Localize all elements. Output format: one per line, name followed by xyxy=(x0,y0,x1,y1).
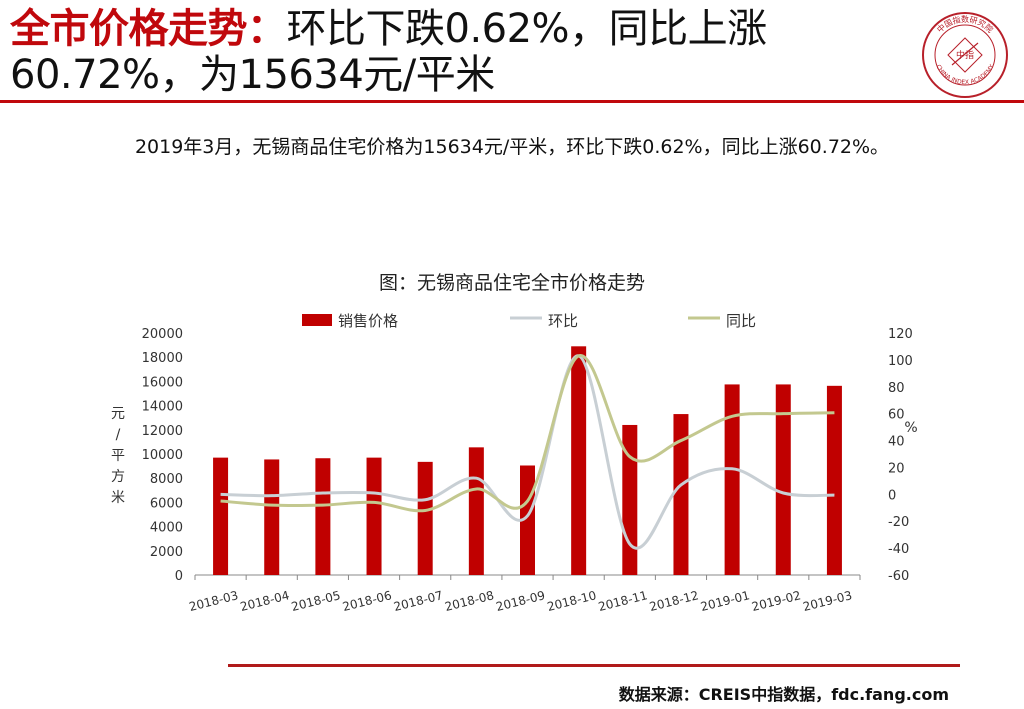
y-right-tick-label: 40 xyxy=(888,435,905,450)
title-divider xyxy=(0,100,1024,103)
y-left-axis-label-char: 米 xyxy=(111,490,125,506)
bar-2019-02 xyxy=(775,384,791,575)
x-tick-label: 2018-12 xyxy=(648,588,700,614)
y-left-tick-label: 10000 xyxy=(142,448,183,463)
y-left-tick-label: 16000 xyxy=(142,375,183,390)
x-tick-label: 2018-11 xyxy=(597,588,649,614)
y-left-tick-label: 18000 xyxy=(142,351,183,366)
y-left-tick-label: 14000 xyxy=(142,400,183,415)
x-tick-label: 2019-01 xyxy=(699,588,751,614)
y-left-tick-label: 8000 xyxy=(150,472,183,487)
y-right-tick-label: -40 xyxy=(888,542,909,557)
legend-label-price: 销售价格 xyxy=(338,312,399,330)
legend-swatch-mom xyxy=(510,316,542,320)
x-tick-label: 2018-06 xyxy=(341,588,393,614)
x-tick-label: 2018-07 xyxy=(392,588,444,614)
bar-2018-06 xyxy=(366,457,382,575)
bar-2019-03 xyxy=(826,385,842,575)
china-index-academy-seal-icon: 中国指数研究院 CHINA INDEX ACADEMY 中指 xyxy=(922,12,1008,98)
line-mom xyxy=(220,354,835,550)
bar-2018-07 xyxy=(417,461,433,575)
x-tick-label: 2018-05 xyxy=(290,588,342,614)
bar-2018-05 xyxy=(315,458,331,575)
y-right-tick-label: 120 xyxy=(888,327,913,342)
y-right-tick-label: -20 xyxy=(888,515,909,530)
data-source: 数据来源：CREIS中指数据，fdc.fang.com xyxy=(618,685,949,704)
y-right-tick-label: -60 xyxy=(888,569,909,584)
x-tick-label: 2019-02 xyxy=(750,588,802,614)
y-left-tick-label: 0 xyxy=(175,569,183,584)
logo-center-text: 中指 xyxy=(956,49,974,61)
y-right-tick-label: 20 xyxy=(888,461,905,476)
x-tick-label: 2018-10 xyxy=(546,588,598,614)
y-right-tick-label: 100 xyxy=(888,354,913,369)
footer-divider xyxy=(228,664,960,667)
title-rest: 环比下跌0.62%，同比上涨60.72%，为15634元/平米 xyxy=(10,6,767,98)
chart-title: 图：无锡商品住宅全市价格走势 xyxy=(378,272,645,294)
x-tick-label: 2018-09 xyxy=(495,588,547,614)
y-right-tick-label: 60 xyxy=(888,408,905,423)
y-left-tick-label: 2000 xyxy=(150,545,183,560)
x-tick-label: 2018-03 xyxy=(188,588,240,614)
x-tick-label: 2018-04 xyxy=(239,588,291,614)
y-left-axis-label-char: 元 xyxy=(111,406,125,422)
legend-swatch-yoy xyxy=(688,316,720,320)
summary-text: 2019年3月，无锡商品住宅价格为15634元/平米，环比下跌0.62%，同比上… xyxy=(134,136,890,158)
title-highlight: 全市价格走势： xyxy=(10,6,287,52)
y-right-axis-label: % xyxy=(904,420,917,436)
y-left-axis-label-char: / xyxy=(116,427,121,443)
bar-2018-04 xyxy=(264,459,280,575)
legend-label-yoy: 同比 xyxy=(726,312,757,330)
y-left-tick-label: 20000 xyxy=(142,327,183,342)
bar-2018-10 xyxy=(571,346,587,575)
legend-swatch-price xyxy=(302,314,332,326)
bar-2018-08 xyxy=(468,447,484,575)
legend-label-mom: 环比 xyxy=(548,312,579,330)
y-right-tick-label: 0 xyxy=(888,488,896,503)
y-right-tick-label: 80 xyxy=(888,381,905,396)
page-title: 全市价格走势：环比下跌0.62%，同比上涨60.72%，为15634元/平米 xyxy=(10,6,910,98)
line-yoy xyxy=(220,354,835,513)
y-left-tick-label: 4000 xyxy=(150,521,183,536)
x-tick-label: 2018-08 xyxy=(443,588,495,614)
y-left-tick-label: 6000 xyxy=(150,496,183,511)
x-tick-label: 2019-03 xyxy=(801,588,853,614)
y-left-axis-label-char: 平 xyxy=(111,448,125,464)
bar-2018-03 xyxy=(213,457,229,575)
y-left-axis-label-char: 方 xyxy=(111,469,125,485)
bar-2019-01 xyxy=(724,384,740,575)
bar-2018-12 xyxy=(673,414,689,575)
y-left-tick-label: 12000 xyxy=(142,424,183,439)
